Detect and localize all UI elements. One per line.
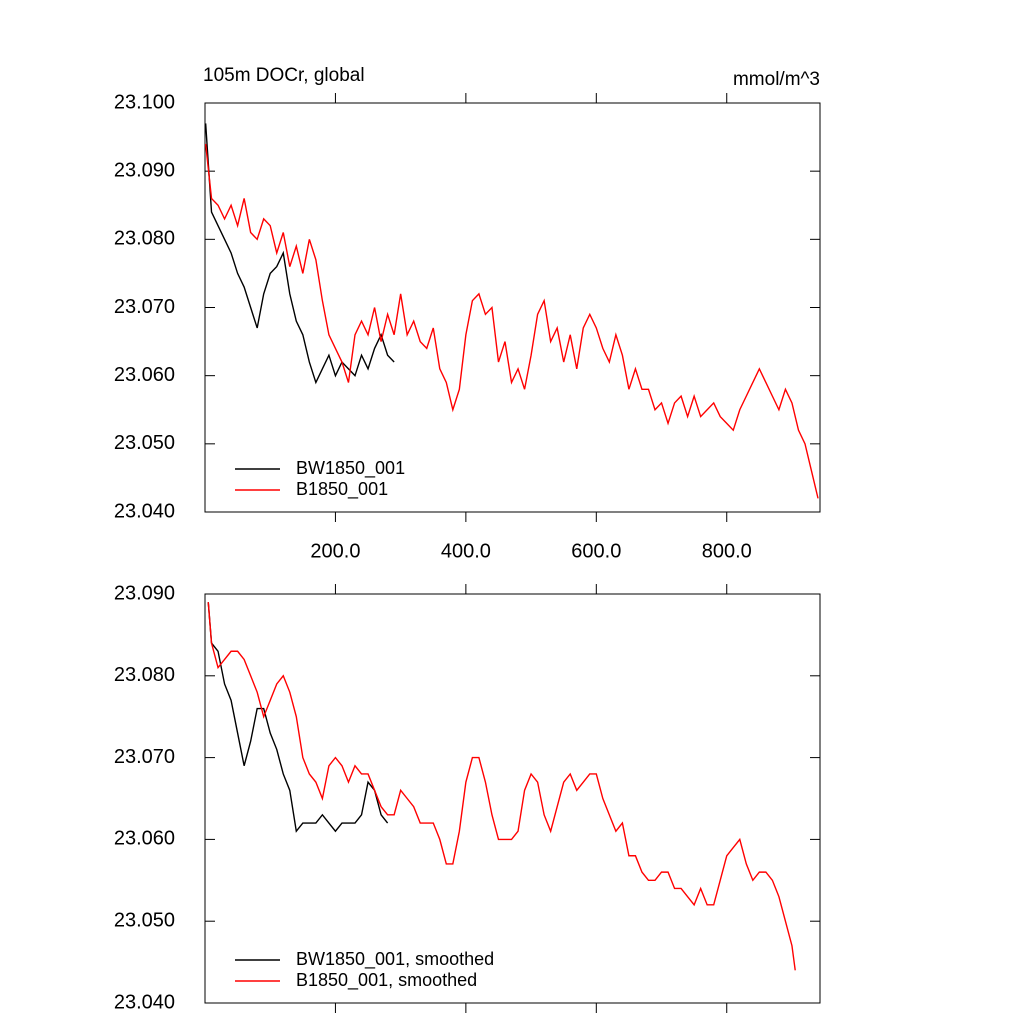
x-tick-label: 800.0 [702,540,752,562]
data-line [204,143,819,499]
plot-frame [204,593,821,1004]
legend-label: BW1850_001, smoothed [296,949,494,970]
y-tick-label: 23.040 [114,991,175,1013]
y-tick-label: 23.060 [114,364,175,386]
x-tick-label: 600.0 [571,540,621,562]
data-line [204,123,395,385]
legend-label: BW1850_001 [296,458,405,479]
y-tick-label: 23.090 [114,582,175,604]
units-label: mmol/m^3 [733,69,820,90]
y-tick-label: 23.060 [114,828,175,850]
legend-label: B1850_001, smoothed [296,970,477,991]
y-tick-label: 23.070 [114,746,175,768]
y-tick-label: 23.080 [114,664,175,686]
y-tick-label: 23.050 [114,432,175,454]
y-tick-label: 23.100 [114,91,175,113]
y-tick-label: 23.080 [114,228,175,250]
x-tick-label: 400.0 [441,540,491,562]
data-line [207,602,796,971]
y-tick-label: 23.090 [114,159,175,181]
y-tick-label: 23.040 [114,500,175,522]
y-tick-label: 23.050 [114,909,175,931]
y-tick-label: 23.070 [114,296,175,318]
legend-label: B1850_001 [296,479,388,500]
plot-frame [204,102,821,513]
x-tick-label: 200.0 [310,540,360,562]
data-line [207,602,389,833]
chart-title: 105m DOCr, global [203,65,365,86]
